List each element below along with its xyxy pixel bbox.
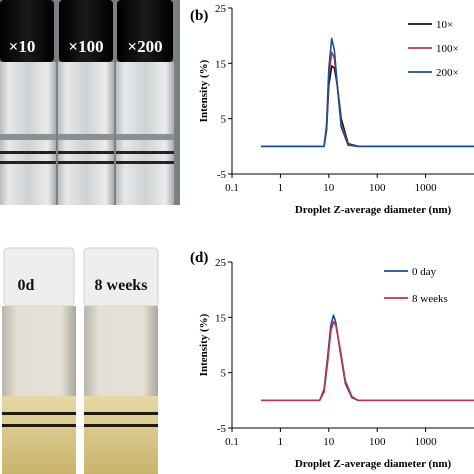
x-axis-title: Droplet Z-average diameter (nm) — [295, 458, 452, 470]
cap-label-x100: ×100 — [68, 37, 103, 56]
cap-label-8-weeks: 8 weeks — [95, 277, 148, 294]
y-tick-label: 5 — [221, 368, 227, 380]
y-tick-label: 25 — [215, 3, 227, 15]
y-tick-label: -5 — [217, 169, 227, 181]
vial-cap — [0, 0, 54, 62]
panel-letter: (d) — [190, 250, 208, 266]
vial-x10 — [0, 0, 56, 205]
y-tick-label: -5 — [217, 423, 227, 435]
series-line-0 — [261, 314, 474, 402]
legend-label: 100× — [436, 43, 459, 55]
x-tick-label: 10 — [323, 182, 335, 194]
x-tick-label: 100 — [369, 436, 386, 448]
x-tick-label: 0.1 — [225, 436, 239, 448]
cap-label-x10: ×10 — [9, 37, 36, 56]
photo-storage-vials: 0d 8 weeks — [0, 240, 180, 474]
vial-x100 — [58, 0, 114, 205]
vial-0d — [2, 247, 76, 474]
vial-cap — [3, 247, 75, 307]
y-axis-title: Intensity (%) — [198, 59, 210, 122]
x-axis-title: Droplet Z-average diameter (nm) — [295, 204, 452, 216]
series-line-1 — [261, 320, 474, 402]
series-line-2 — [261, 37, 474, 148]
y-axis-title: Intensity (%) — [198, 313, 210, 376]
chart-b: (b) -5 5 15 25 0.1 1 10 100 1000 Droplet Z-average… — [190, 3, 474, 216]
x-tick-label: 10 — [323, 436, 335, 448]
x-tick-label: 100 — [369, 182, 386, 194]
y-tick-label: 15 — [215, 58, 227, 70]
y-tick-label: 15 — [215, 312, 227, 324]
cap-label-x200: ×200 — [127, 37, 162, 56]
x-tick-label: 1 — [278, 436, 284, 448]
x-tick-label: 1 — [278, 182, 284, 194]
legend-label: 200× — [436, 67, 459, 79]
y-tick-label: 25 — [215, 257, 227, 269]
cap-label-0d: 0d — [18, 277, 35, 294]
vial-x200 — [116, 0, 174, 205]
vial-cap — [59, 0, 113, 62]
x-tick-label: 1000 — [415, 436, 438, 448]
x-tick-label: 0.1 — [225, 182, 239, 194]
panel-letter: (b) — [190, 8, 208, 24]
x-tick-label: 1000 — [415, 182, 438, 194]
vial-cap — [117, 0, 173, 62]
vial-8-weeks — [83, 247, 159, 474]
photo-dilution-vials: ×10 ×100 ×200 — [0, 0, 180, 205]
legend-label: 0 day — [412, 266, 437, 278]
legend-label: 8 weeks — [412, 293, 448, 305]
legend-label: 10× — [436, 19, 453, 31]
y-tick-label: 5 — [221, 114, 227, 126]
chart-d: (d) -5 5 15 25 0.1 1 10 100 1000 Droplet Z-average… — [190, 250, 474, 470]
